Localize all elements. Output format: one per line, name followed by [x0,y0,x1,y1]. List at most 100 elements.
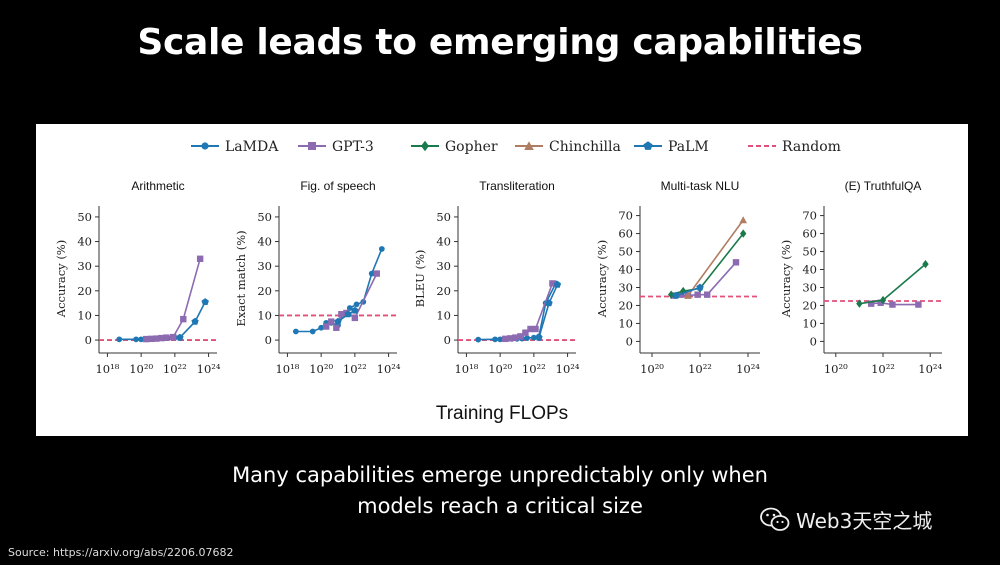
y-tick-label: 40 [77,235,92,249]
y-tick-label: 30 [802,280,817,294]
x-axis-label: Training FLOPs [436,403,568,424]
data-point [344,310,352,318]
series-palm [535,280,562,341]
data-point [475,336,482,343]
data-point [153,335,160,342]
data-point [373,270,380,277]
data-point [148,335,155,343]
emergent-abilities-chart: LaMDA GPT-3 Gopher Chinchilla PaLM Random Arit… [54,139,943,424]
legend-item-gopher: Gopher [411,139,498,155]
y-axis-label: Accuracy (%) [779,240,793,318]
series-gpt-3 [868,299,922,308]
y-tick-label: 40 [618,263,633,277]
series-line [675,286,701,297]
y-tick-label: 70 [802,209,817,223]
legend-item-palm: PaLM [634,139,709,155]
y-tick-label: 20 [257,284,272,298]
legend-item-gpt-3: GPT-3 [298,139,374,155]
data-point [169,333,177,341]
subplot-4: Multi-task NLU Accuracy (%) 0 10 20 30 40 50 60 7… [595,179,760,376]
data-point [196,255,204,262]
data-point [877,299,884,306]
x-tick-label: 10²⁰ [488,362,512,376]
data-point [333,324,340,331]
y-tick-label: 10 [618,316,633,330]
subplot-2: Fig. of speech Exact match (%) 0 10 20 30 40 50… [234,179,401,376]
legend-marker [524,141,534,150]
legend-label: GPT-3 [332,139,374,155]
data-point [527,325,534,333]
data-point [497,336,504,343]
watermark-text: Web3天空之城 [796,509,933,533]
chart-panel: LaMDA GPT-3 Gopher Chinchilla PaLM Random Arit… [36,124,968,436]
y-tick-label: 60 [618,227,633,241]
data-point [116,336,123,343]
y-tick-label: 50 [77,210,92,224]
data-point [323,323,330,330]
data-point [292,328,299,335]
data-point [545,299,553,307]
legend-label: LaMDA [225,139,279,155]
y-tick-label: 10 [802,316,817,330]
x-tick-label: 10²⁴ [918,362,942,376]
data-point [143,335,150,343]
subplot-title: Multi-task NLU [661,179,740,193]
y-axis-label: Accuracy (%) [54,240,68,318]
data-point [502,335,509,343]
subplot-title: Arithmetic [131,179,184,193]
caption-line-2: models reach a critical size [357,494,643,518]
data-point [133,336,139,343]
y-tick-label: 20 [436,284,451,298]
y-tick-label: 0 [626,334,633,348]
data-point [668,290,675,299]
data-point [512,334,519,341]
x-tick-label: 10²² [688,362,712,376]
x-tick-label: 10¹⁸ [454,362,478,376]
watermark: Web3天空之城 [760,505,932,534]
legend-item-chinchilla: Chinchilla [515,139,621,155]
data-point [517,333,524,340]
series-line [478,283,557,341]
y-tick-label: 30 [257,259,272,273]
series-chinchilla [684,216,748,299]
data-point [180,315,187,323]
y-tick-label: 20 [618,298,633,312]
x-tick-label: 10²⁴ [556,362,580,376]
legend-item-lamda: LaMDA [191,139,279,155]
data-point [522,329,529,336]
data-point [739,216,748,224]
data-point [553,280,562,288]
legend-label: PaLM [668,139,709,155]
y-tick-label: 50 [802,245,817,259]
x-tick-label: 10¹⁸ [275,362,299,376]
series-palm [672,283,704,299]
y-tick-label: 0 [810,334,817,348]
data-point [328,318,335,325]
data-point [680,286,687,296]
data-point [191,317,199,325]
series-gopher [856,259,929,308]
data-point [351,306,359,314]
x-tick-label: 10²⁰ [309,362,333,376]
caption-line-1: Many capabilities emerge unpredictably o… [232,463,768,487]
slide-caption: Many capabilities emerge unpredictably o… [0,460,1000,522]
x-tick-label: 10²² [343,362,367,376]
data-point [684,291,692,299]
data-point [368,270,375,277]
x-tick-label: 10²⁰ [824,362,848,376]
data-point [535,333,543,341]
series-line [670,233,744,296]
data-point [856,299,863,308]
series-line [859,263,927,305]
data-point [492,336,498,343]
y-tick-label: 20 [77,284,92,298]
data-point [318,324,325,331]
data-point [532,325,539,333]
legend-label: Random [782,139,841,155]
y-tick-label: 10 [257,308,272,322]
y-tick-label: 10 [77,308,92,322]
series-gpt-3 [323,270,380,331]
data-point [346,305,353,311]
y-tick-label: 60 [802,227,817,241]
data-point [530,334,537,341]
